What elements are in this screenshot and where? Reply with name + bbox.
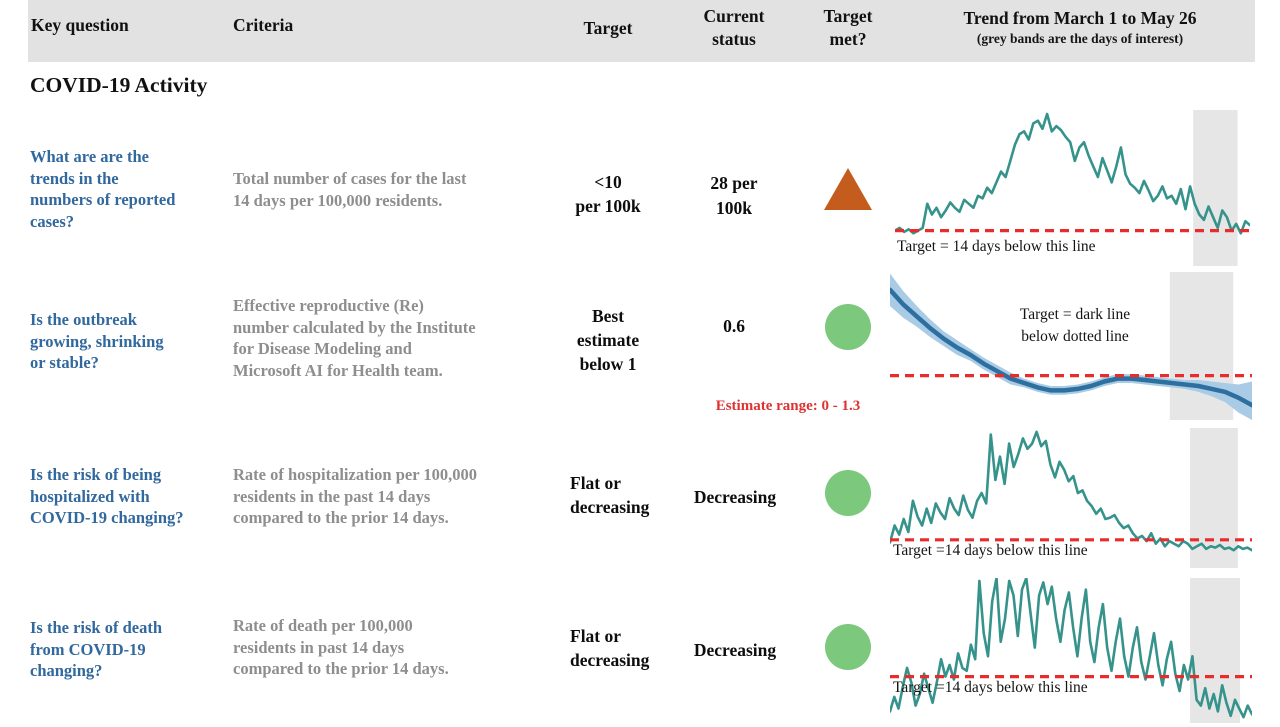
target-hospitalization: Flat or decreasing xyxy=(570,473,650,517)
section-title: COVID-19 Activity xyxy=(30,73,208,97)
key-question-hospitalization: Is the risk of being hospitalized with C… xyxy=(30,465,184,527)
key-question-outbreak: Is the outbreak growing, shrinking or st… xyxy=(30,310,164,372)
column-header-criteria: Criteria xyxy=(233,15,294,35)
criteria-cases: Total number of cases for the last 14 da… xyxy=(233,169,467,210)
chart-caption-death: Target =14 days below this line xyxy=(893,679,1088,696)
death-sparkline xyxy=(890,578,1252,723)
key-question-cases: What are are the trends in the numbers o… xyxy=(30,147,176,231)
cases-sparkline xyxy=(895,110,1250,266)
target-outbreak: Best estimate below 1 xyxy=(576,306,640,374)
column-header-key-question: Key question xyxy=(31,15,129,35)
column-header-trend-subtitle: (grey bands are the days of interest) xyxy=(976,31,1184,46)
chart-caption-cases: Target = 14 days below this line xyxy=(897,238,1096,255)
column-header-trend: Trend from March 1 to May 26 xyxy=(963,8,1197,28)
key-question-death: Is the risk of death from COVID-19 chang… xyxy=(30,618,163,680)
target-not-met-triangle-icon xyxy=(824,168,872,210)
trend-chart-cases xyxy=(895,110,1250,266)
column-header-current-status: Current status xyxy=(703,6,765,49)
current-status-hospitalization: Decreasing xyxy=(693,487,777,507)
current-status-cases: 28 per 100k xyxy=(710,173,758,218)
target-met-circle-icon xyxy=(825,470,871,516)
chart-caption-hospitalization: Target =14 days below this line xyxy=(893,542,1088,559)
target-cases: <10 per 100k xyxy=(575,172,641,216)
table-header-band xyxy=(28,0,1255,62)
target-death: Flat or decreasing xyxy=(570,626,650,670)
column-header-target-met: Target met? xyxy=(823,6,873,49)
criteria-death: Rate of death per 100,000 residents in p… xyxy=(233,616,449,678)
trend-chart-re xyxy=(890,272,1252,420)
chart-annotation-re: Target = dark line below dotted line xyxy=(1019,306,1131,345)
trend-chart-death xyxy=(890,578,1252,723)
current-status-death: Decreasing xyxy=(693,640,777,660)
estimate-range-note: Estimate range: 0 - 1.3 xyxy=(715,398,861,414)
trend-chart-hospitalization xyxy=(890,428,1252,568)
re-sparkline xyxy=(890,272,1252,420)
current-status-outbreak: 0.6 xyxy=(723,316,745,336)
target-met-circle-icon xyxy=(825,624,871,670)
hospitalization-sparkline xyxy=(890,428,1252,568)
criteria-hospitalization: Rate of hospitalization per 100,000 resi… xyxy=(233,465,477,527)
criteria-outbreak: Effective reproductive (Re) number calcu… xyxy=(233,296,476,380)
column-header-target: Target xyxy=(583,18,633,38)
target-met-circle-icon xyxy=(825,304,871,350)
